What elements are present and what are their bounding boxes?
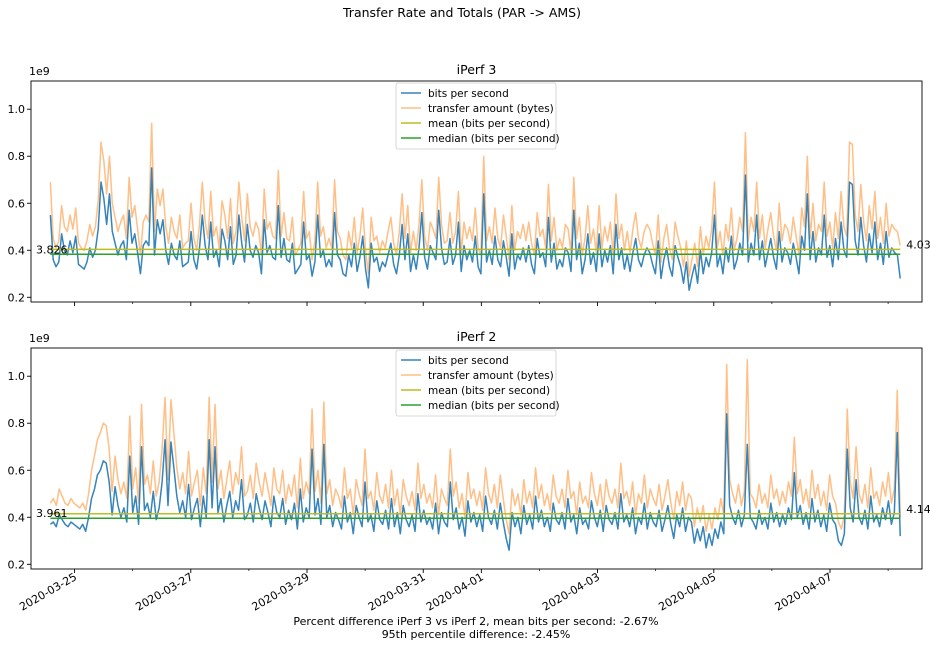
mean-annotation: 4.038 [906, 238, 930, 251]
x-tick-label: 2020-04-05 [656, 570, 718, 613]
x-tick-label: 2020-04-01 [424, 570, 486, 613]
y-tick-label: 0.6 [8, 197, 26, 210]
legend-transfer-amount-label: transfer amount (bytes) [428, 370, 554, 382]
legend-transfer-amount-label: transfer amount (bytes) [428, 103, 554, 115]
legend-mean-label: mean (bits per second) [428, 385, 550, 397]
y-tick-label: 0.2 [8, 558, 26, 571]
y-exponent-label: 1e9 [29, 332, 50, 345]
panel-title: iPerf 2 [457, 329, 497, 344]
median-annotation: 3.826 [36, 243, 68, 256]
panel-title: iPerf 3 [457, 62, 497, 77]
x-tick-label: 2020-04-03 [540, 570, 602, 613]
y-tick-label: 0.2 [8, 291, 26, 304]
x-tick-label: 2020-03-31 [366, 570, 428, 613]
x-tick-label: 2020-03-29 [250, 570, 312, 613]
legend-bits-per-second-label: bits per second [428, 88, 509, 100]
y-tick-label: 0.8 [8, 417, 26, 430]
footer-line-percent-difference: Percent difference iPerf 3 vs iPerf 2, m… [293, 615, 658, 628]
y-tick-label: 1.0 [8, 370, 26, 383]
y-tick-label: 0.8 [8, 150, 26, 163]
y-tick-label: 0.4 [8, 244, 26, 257]
x-tick-label: 2020-03-25 [17, 570, 79, 613]
footer-line-95th-percentile: 95th percentile difference: -2.45% [382, 628, 571, 641]
legend-mean-label: mean (bits per second) [428, 118, 550, 130]
legend-bits-per-second-label: bits per second [428, 355, 509, 367]
series-bits-per-second [50, 414, 900, 550]
panel-iperf2: iPerf 2 1e9 0.2 0.4 0.6 0.8 1.0 2020-03-25 2020-… [8, 329, 930, 614]
legend-median-label: median (bits per second) [428, 133, 560, 145]
y-exponent-label: 1e9 [29, 65, 50, 78]
figure-suptitle: Transfer Rate and Totals (PAR -> AMS) [342, 5, 581, 20]
legend-median-label: median (bits per second) [428, 400, 560, 412]
panel-iperf3: iPerf 3 1e9 0.2 0.4 0.6 0.8 1.0 3.826 4.038 bits … [8, 62, 930, 306]
median-annotation: 3.961 [36, 507, 68, 520]
x-tick-label: 2020-03-27 [133, 570, 195, 613]
mean-annotation: 4.149 [906, 503, 930, 516]
x-tick-label: 2020-04-07 [773, 570, 835, 613]
y-tick-label: 1.0 [8, 103, 26, 116]
y-tick-label: 0.6 [8, 464, 26, 477]
y-tick-label: 0.4 [8, 511, 26, 524]
